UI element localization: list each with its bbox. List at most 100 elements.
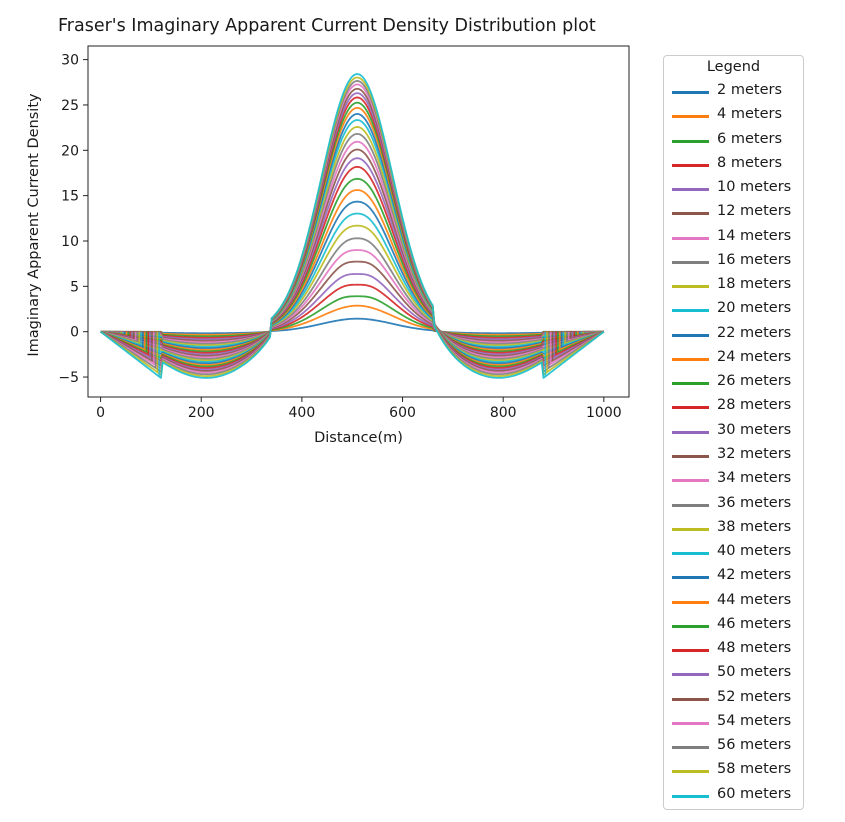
legend-entry: 4 meters (664, 104, 803, 128)
legend-label: 48 meters (717, 640, 792, 657)
y-tick-label: 0 (70, 325, 79, 341)
y-tick-label: 25 (61, 98, 79, 114)
series-line (100, 83, 605, 374)
legend-label: 16 meters (717, 251, 792, 268)
legend-swatch (672, 721, 709, 725)
series-line (100, 189, 604, 351)
series-line (100, 260, 604, 342)
legend-label: 40 meters (717, 543, 792, 560)
legend-swatch (672, 406, 709, 410)
legend-swatch (672, 139, 709, 143)
legend-label: 8 meters (717, 154, 783, 171)
legend-entry: 56 meters (664, 735, 803, 759)
legend-label: 12 meters (717, 203, 792, 220)
legend-entry: 24 meters (664, 347, 803, 371)
y-tick-label: 10 (61, 234, 79, 250)
legend-entry: 40 meters (664, 541, 803, 565)
legend-label: 18 meters (717, 276, 792, 293)
series-line (100, 273, 604, 341)
legend-swatch (672, 576, 709, 580)
series-line (100, 249, 604, 344)
legend-swatch (672, 746, 709, 750)
legend-swatch (672, 527, 709, 531)
series-line (100, 304, 604, 336)
legend-label: 36 meters (717, 494, 792, 511)
legend-label: 34 meters (717, 470, 792, 487)
series-line (100, 80, 605, 376)
legend-label: 24 meters (717, 348, 792, 365)
x-axis-label: Distance(m) (314, 430, 403, 446)
y-tick-label: 20 (61, 143, 79, 159)
legend-entry: 26 meters (664, 371, 803, 395)
legend-label: 32 meters (717, 445, 792, 462)
legend-title: Legend (706, 59, 761, 75)
legend-label: 54 meters (717, 712, 792, 729)
series-line (100, 119, 605, 363)
legend-swatch (672, 212, 709, 216)
series-line (100, 113, 605, 365)
legend-swatch (672, 430, 709, 434)
x-tick-label: 800 (490, 405, 517, 421)
legend-entry: 22 meters (664, 323, 803, 347)
legend-swatch (672, 673, 709, 677)
legend-label: 58 meters (717, 761, 792, 778)
legend-entry: 46 meters (664, 614, 803, 638)
legend-entry: 12 meters (664, 201, 803, 225)
legend-label: 2 meters (717, 82, 783, 98)
legend-label: 44 meters (717, 591, 792, 608)
legend: Legend 2 meters 4 meters 6 meters 8 meters 1… (663, 55, 804, 810)
legend-entry: 14 meters (664, 226, 803, 250)
legend-entry: 8 meters (664, 153, 803, 177)
series-line (100, 317, 604, 335)
y-tick-label: 5 (70, 279, 79, 295)
legend-label: 10 meters (717, 179, 792, 196)
x-tick-label: 0 (96, 405, 105, 421)
legend-swatch (672, 503, 709, 507)
legend-label: 28 meters (717, 397, 792, 414)
legend-entry: 44 meters (664, 590, 803, 614)
series-line (100, 165, 604, 354)
series-line (100, 76, 605, 378)
legend-entry: 58 meters (664, 759, 803, 783)
series-line (100, 148, 605, 357)
series-line (100, 140, 605, 359)
legend-label: 56 meters (717, 737, 792, 754)
legend-entry: 48 meters (664, 638, 803, 662)
legend-entry: 34 meters (664, 468, 803, 492)
legend-swatch (672, 479, 709, 483)
legend-label: 20 meters (717, 300, 792, 317)
legend-swatch (672, 697, 709, 701)
legend-label: 42 meters (717, 567, 792, 584)
legend-entry: 2 meters (664, 80, 803, 104)
legend-entry: 28 meters (664, 395, 803, 419)
series-line (100, 177, 604, 353)
series-line (100, 132, 605, 360)
legend-swatch (672, 333, 709, 337)
legend-swatch (672, 382, 709, 386)
legend-entry: 16 meters (664, 250, 803, 274)
series-line (100, 87, 605, 372)
chart-title: Fraser's Imaginary Apparent Current Dens… (58, 16, 596, 36)
series-line (100, 283, 604, 339)
legend-swatch (672, 91, 709, 94)
x-tick-label: 200 (188, 405, 215, 421)
legend-label: 26 meters (717, 373, 792, 390)
legend-entry: 32 meters (664, 444, 803, 468)
legend-swatch (672, 236, 709, 240)
series-line (100, 106, 605, 366)
y-tick-label: 30 (61, 53, 79, 69)
legend-swatch (672, 260, 709, 264)
legend-swatch (672, 600, 709, 604)
series-line (100, 101, 605, 368)
x-tick-label: 400 (289, 405, 316, 421)
legend-entry: 30 meters (664, 420, 803, 444)
legend-label: 22 meters (717, 324, 792, 341)
series-line (100, 73, 605, 379)
legend-items: 2 meters 4 meters 6 meters 8 meters 10 meter… (664, 80, 803, 808)
legend-entry: 36 meters (664, 493, 803, 517)
y-axis-label: Imaginary Apparent Current Density (26, 93, 42, 357)
legend-swatch (672, 188, 709, 192)
y-tick-label: −5 (58, 370, 79, 386)
series-lines (100, 73, 605, 379)
